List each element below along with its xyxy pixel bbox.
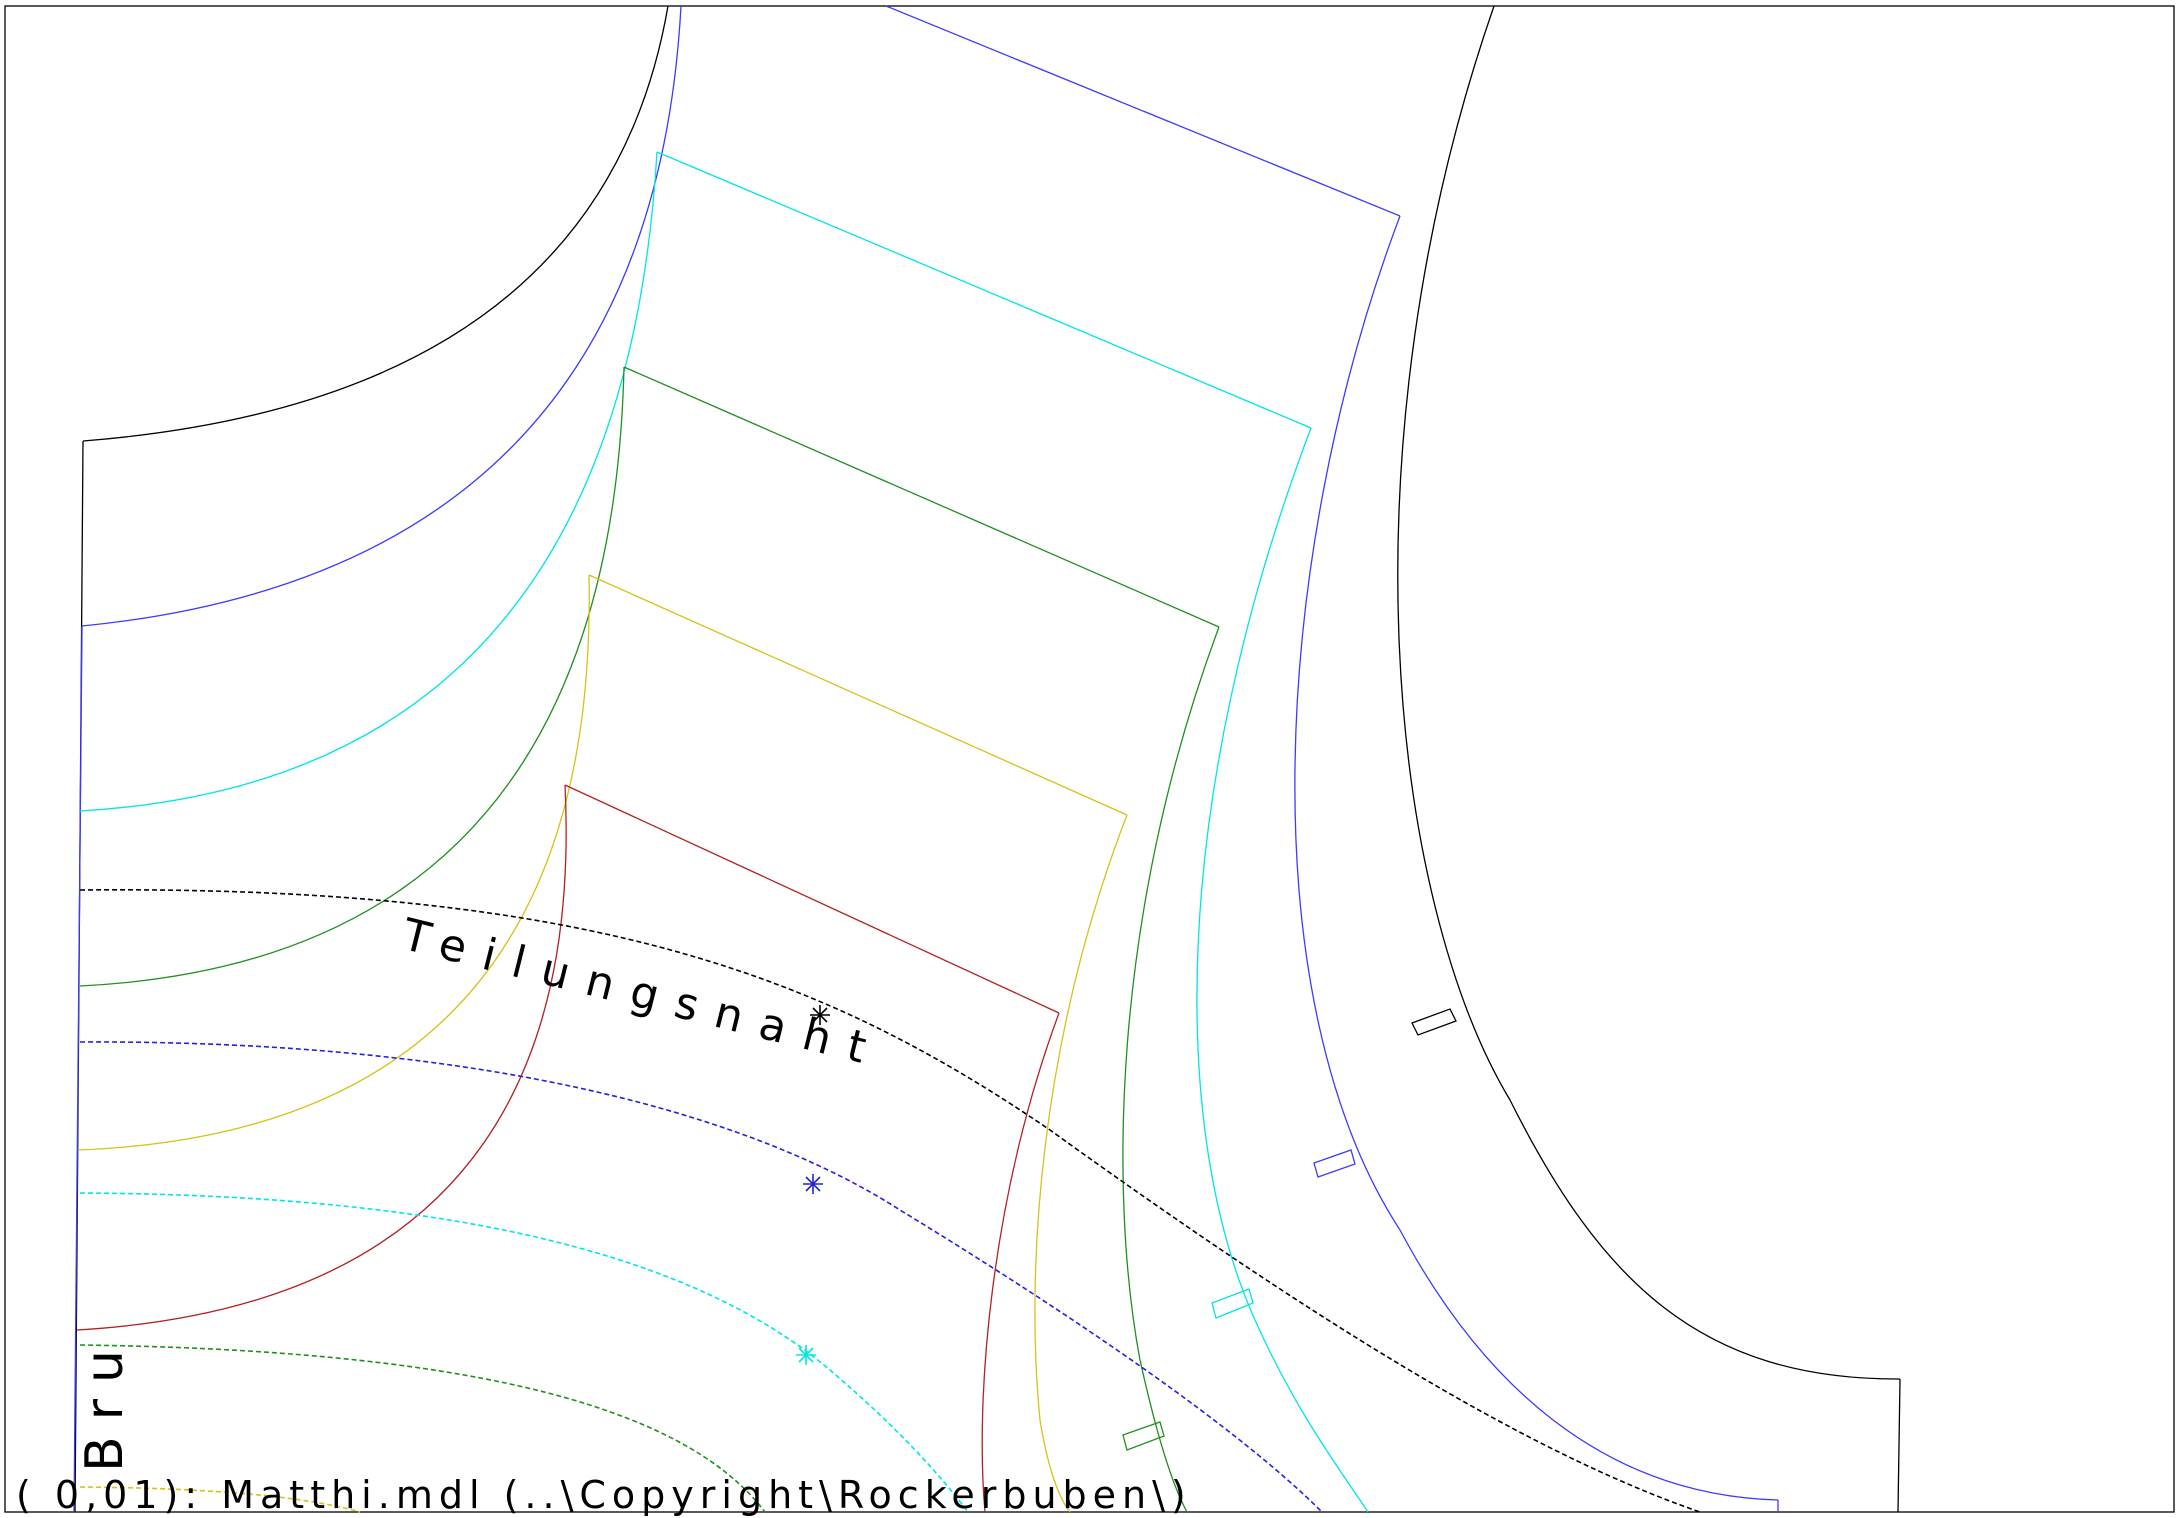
outline-green — [79, 366, 1220, 1513]
shoulder-cyan — [656, 151, 1312, 429]
armhole-blue — [1294, 215, 1779, 1501]
shoulder-red — [564, 784, 1060, 1014]
notch-blue — [1313, 1149, 1356, 1178]
center-front-blue — [73, 625, 83, 1513]
seam-line-black — [79, 889, 1701, 1513]
outline-yellow — [77, 574, 1128, 1513]
marker-black-asterisk — [810, 1005, 830, 1025]
outline-red — [76, 784, 1060, 1513]
marker-blue-asterisk — [803, 1174, 823, 1194]
piece-label: Bru — [75, 1334, 135, 1472]
seam-line-blue — [79, 1041, 1323, 1513]
notch-green — [1122, 1421, 1165, 1451]
armhole-black — [1397, 5, 1901, 1380]
neckline-green — [79, 366, 625, 987]
neckline-cyan — [79, 151, 658, 812]
shoulder-green — [623, 366, 1220, 628]
outline-blue — [73, 5, 1779, 1513]
shoulder-yellow — [588, 574, 1128, 816]
side-seam-black — [1897, 1378, 1901, 1513]
marker-cyan-asterisk — [796, 1345, 816, 1365]
shoulder-blue — [885, 5, 1401, 217]
neckline-red — [76, 784, 567, 1331]
neckline-black — [82, 5, 669, 442]
seam-lines — [79, 889, 1701, 1513]
neckline-blue — [81, 5, 682, 627]
drawing-frame — [4, 5, 2175, 1513]
notch-black — [1411, 1008, 1457, 1036]
seam-line-yellow — [79, 1486, 361, 1513]
armhole-yellow — [1034, 814, 1128, 1513]
seam-line-green — [79, 1344, 766, 1513]
notch-cyan — [1211, 1288, 1254, 1319]
outline-cyan — [79, 151, 1369, 1513]
armhole-green — [1122, 626, 1220, 1513]
armhole-red — [981, 1012, 1060, 1513]
seam-label: Teilungsnaht — [396, 909, 888, 1078]
outline-black — [74, 5, 1901, 1513]
seam-line-cyan — [79, 1192, 969, 1513]
footer-info: ( 0,01): Matthi.mdl (..\Copyright\Rocker… — [16, 1473, 1192, 1517]
armhole-cyan — [1196, 427, 1369, 1513]
neckline-yellow — [77, 574, 590, 1151]
